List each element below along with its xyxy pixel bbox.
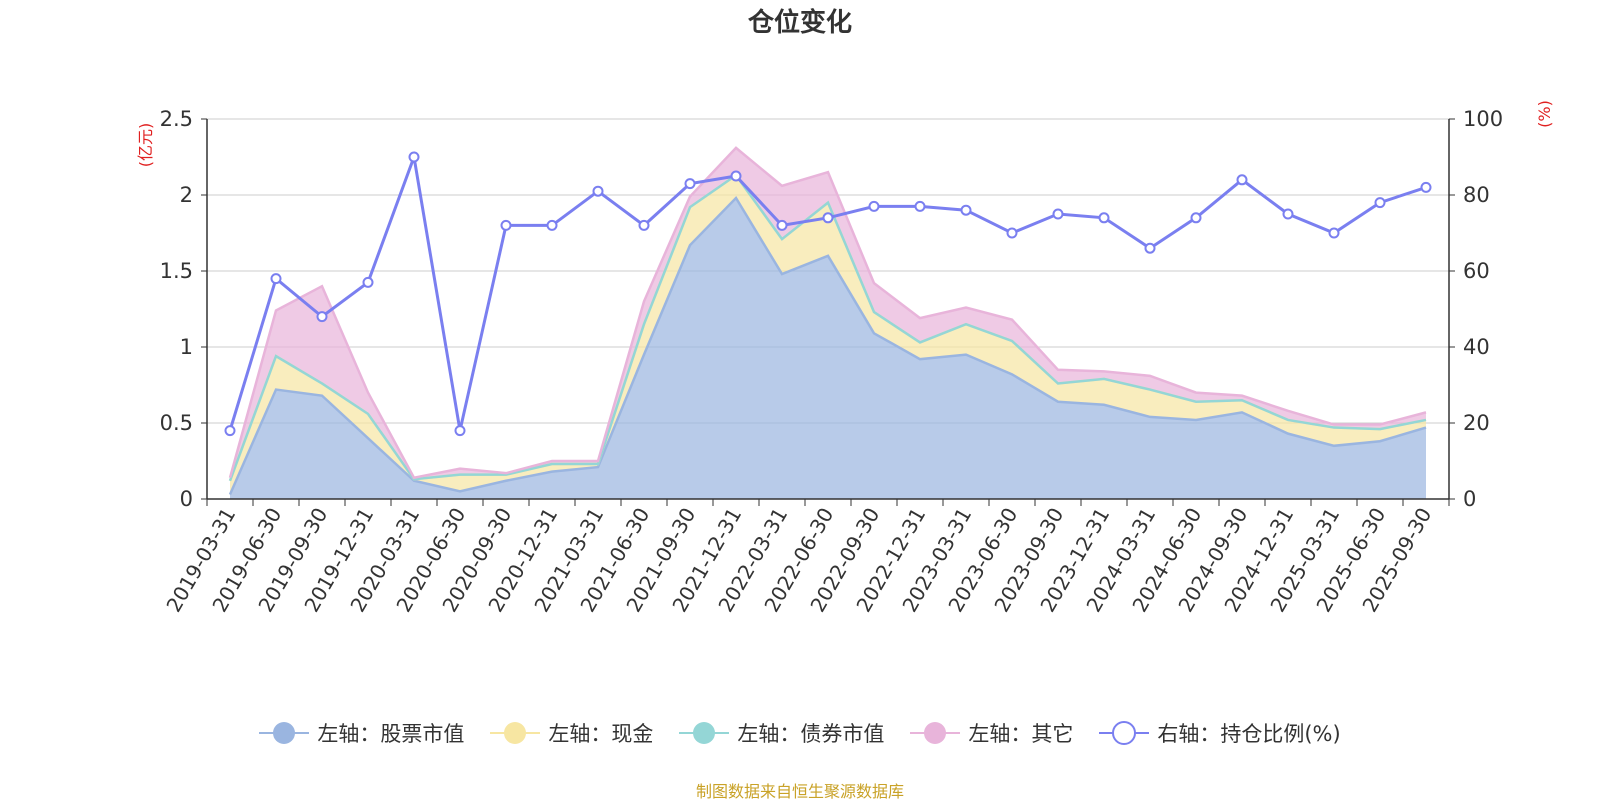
stacked-areas <box>228 146 1427 500</box>
left-tick-label: 1 <box>180 335 193 359</box>
area-左轴：股票市值 <box>230 198 1426 500</box>
line-point <box>546 219 558 231</box>
legend-label: 左轴：其它 <box>968 722 1074 746</box>
legend-item[interactable]: 左轴：其它 <box>910 718 1073 748</box>
line-point <box>224 425 236 437</box>
line-point <box>362 276 374 288</box>
line-point <box>960 204 972 216</box>
left-tick-label: 2 <box>180 183 193 207</box>
legend-label: 左轴：现金 <box>548 722 654 746</box>
legend-marker-icon <box>679 722 730 744</box>
area-edge-左轴：债券市值 <box>228 173 1427 482</box>
line-point <box>500 219 512 231</box>
right-tick-label: 40 <box>1463 335 1490 359</box>
line-point <box>868 200 880 212</box>
line-point <box>1374 197 1386 209</box>
left-tick-label: 0.5 <box>160 411 193 435</box>
left-tick-label: 2.5 <box>160 107 193 131</box>
right-tick-label: 20 <box>1463 411 1490 435</box>
line-point <box>270 273 282 285</box>
right-tick-label: 0 <box>1463 487 1476 511</box>
line-point <box>316 311 328 323</box>
line-point <box>592 185 604 197</box>
legend-label: 左轴：股票市值 <box>317 722 465 746</box>
legend-item[interactable]: 左轴：现金 <box>490 718 653 748</box>
line-point <box>1282 208 1294 220</box>
chart-title: 仓位变化 <box>747 8 852 38</box>
area-edge-左轴：其它 <box>228 146 1427 480</box>
line-point <box>1236 174 1248 186</box>
left-tick-label: 1.5 <box>160 259 193 283</box>
line-point <box>1328 227 1340 239</box>
left-tick-label: 0 <box>180 487 193 511</box>
legend-item[interactable]: 右轴：持仓比例(%) <box>1099 718 1341 748</box>
line-point <box>684 178 696 190</box>
line-point <box>408 151 420 163</box>
line-point <box>776 219 788 231</box>
legend-marker-icon <box>490 722 541 744</box>
line-point <box>1420 181 1432 193</box>
right-tick-label: 100 <box>1463 107 1503 131</box>
right-tick-label: 80 <box>1463 183 1490 207</box>
legend-label: 左轴：债券市值 <box>737 722 885 746</box>
legend-item[interactable]: 左轴：债券市值 <box>679 718 884 748</box>
line-point <box>1098 212 1110 224</box>
line-point <box>638 219 650 231</box>
legend: 左轴：股票市值 左轴：现金 左轴：债券市值 左轴：其它 右轴：持仓比例(%) <box>0 718 1600 748</box>
area-左轴：现金 <box>230 175 1426 495</box>
right-tick-label: 60 <box>1463 259 1490 283</box>
line-point <box>914 200 926 212</box>
line-point <box>454 425 466 437</box>
legend-label: 右轴：持仓比例(%) <box>1157 722 1341 746</box>
legend-marker-icon <box>910 722 961 744</box>
legend-marker-icon <box>259 722 310 744</box>
area-edge-左轴：股票市值 <box>228 196 1427 495</box>
right-axis-label: (%) <box>1535 100 1554 128</box>
line-point <box>1144 242 1156 254</box>
line-point <box>730 170 742 182</box>
holding-ratio-line <box>224 151 1432 437</box>
legend-marker-icon <box>1099 721 1150 745</box>
line-point <box>1006 227 1018 239</box>
line-point <box>822 212 834 224</box>
legend-item[interactable]: 左轴：股票市值 <box>259 718 464 748</box>
source-footer: 制图数据来自恒生聚源数据库 <box>695 782 904 801</box>
line-point <box>1190 212 1202 224</box>
left-axis-label: (亿元) <box>136 123 155 168</box>
line-point <box>1052 208 1064 220</box>
